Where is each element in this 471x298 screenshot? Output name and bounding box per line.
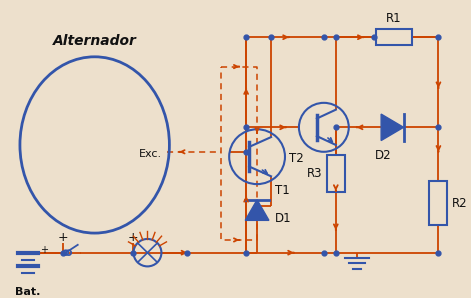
Text: D2: D2 [375,149,392,162]
Text: +: + [127,232,138,244]
Text: R2: R2 [451,197,467,210]
Polygon shape [245,200,269,220]
Text: T2: T2 [289,152,304,165]
Text: Alternador: Alternador [53,34,137,48]
Bar [430,181,447,225]
Bar [327,155,345,192]
Polygon shape [381,114,404,141]
Text: R1: R1 [386,13,401,25]
Text: Exc.: Exc. [139,149,162,159]
Bar [376,30,412,45]
Text: +: + [57,232,68,244]
Text: D1: D1 [275,212,292,225]
Text: Bat.: Bat. [15,287,41,297]
Text: +: + [40,245,48,255]
Text: R3: R3 [308,167,323,180]
Text: T1: T1 [275,184,290,197]
